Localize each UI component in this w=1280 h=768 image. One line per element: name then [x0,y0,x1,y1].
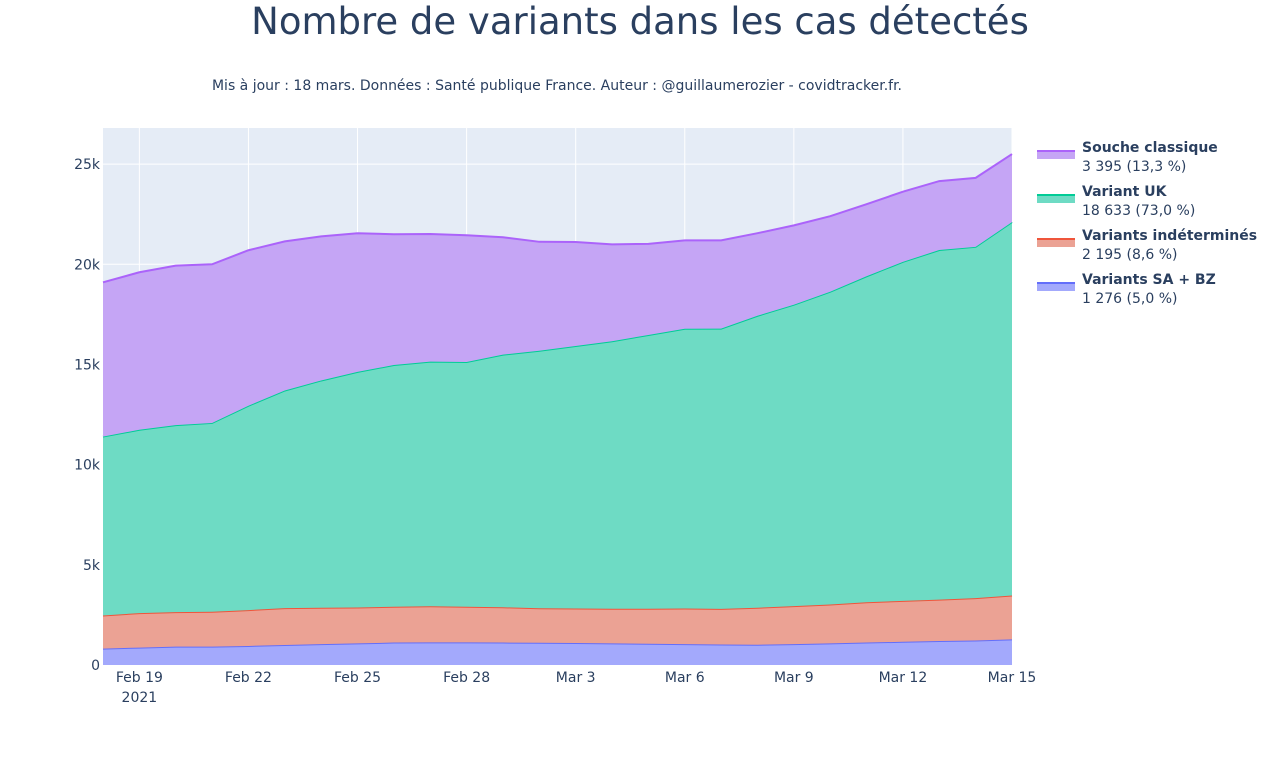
legend-value: 3 395 (13,3 %) [1082,159,1186,175]
legend-swatch-fill [1037,283,1075,291]
x-tick-label: Mar 3 [556,670,596,686]
y-tick-label: 10k [74,458,101,474]
y-tick-label: 0 [91,658,100,674]
x-tick-label: Feb 28 [443,670,490,686]
legend-swatch-fill [1037,195,1075,203]
legend-swatch-fill [1037,239,1075,247]
area-1 [103,595,1012,649]
x-tick-label: Mar 12 [879,670,928,686]
x-tick-label: Mar 9 [774,670,814,686]
y-tick-label: 5k [83,558,101,574]
x-tick-label: Feb 22 [225,670,272,686]
chart-subtitle: Mis à jour : 18 mars. Données : Santé pu… [211,78,903,94]
y-tick-label: 15k [74,357,101,373]
legend-label: Variants indéterminés [1082,228,1257,244]
x-tick-label: Mar 15 [988,670,1037,686]
legend-label: Variant UK [1082,184,1168,200]
legend-label: Souche classique [1082,140,1218,156]
x-tick-label: Mar 6 [665,670,705,686]
y-tick-label: 20k [74,257,101,273]
series-line-3 [102,153,1013,284]
area-0 [103,639,1012,665]
legend-swatch-fill [1037,151,1075,159]
area-2 [103,222,1012,616]
legend-value: 2 195 (8,6 %) [1082,247,1177,263]
x-tick-label: Feb 25 [334,670,381,686]
chart-title: Nombre de variants dans les cas détectés [251,0,1029,43]
y-tick-label: 25k [74,157,101,173]
legend-label: Variants SA + BZ [1082,272,1216,288]
x-tick-sublabel: 2021 [122,690,158,706]
legend-value: 1 276 (5,0 %) [1082,291,1177,307]
legend-value: 18 633 (73,0 %) [1082,203,1195,219]
x-tick-label: Feb 19 [116,670,163,686]
area-3 [103,154,1012,437]
